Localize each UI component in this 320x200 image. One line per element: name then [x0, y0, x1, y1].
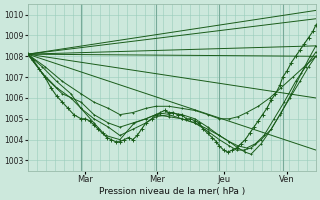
- X-axis label: Pression niveau de la mer( hPa ): Pression niveau de la mer( hPa ): [99, 187, 245, 196]
